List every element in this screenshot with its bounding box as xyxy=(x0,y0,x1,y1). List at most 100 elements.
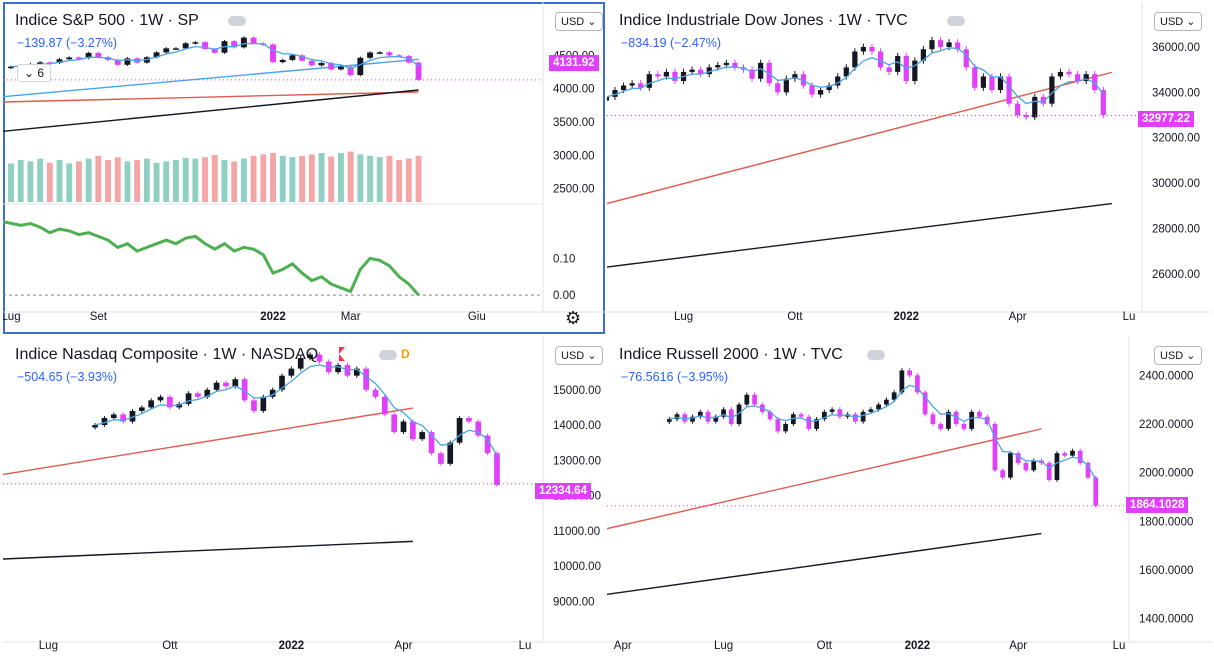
x-tick-label: Lug xyxy=(39,640,58,652)
candle-body xyxy=(953,411,959,425)
moving-average-line xyxy=(3,91,419,103)
candle-body xyxy=(809,85,815,95)
candle-body xyxy=(980,76,986,88)
x-tick-label: Lu xyxy=(1123,311,1136,323)
indicators-collapse-button[interactable]: ⌄ 6 xyxy=(17,64,52,82)
russell-interval: 1W xyxy=(772,346,797,363)
candle-body xyxy=(410,421,416,440)
dowjones-change: −834.19 (−2.47%) xyxy=(621,36,722,50)
candle-body xyxy=(353,368,360,376)
candle-body xyxy=(213,382,220,390)
chart-panel-nasdaq[interactable]: 15000.0014000.0013000.0012000.0011000.00… xyxy=(3,336,605,664)
nasdaq-toggle-icon[interactable] xyxy=(379,350,397,360)
candle-body xyxy=(612,90,618,97)
candle-body xyxy=(989,76,995,91)
candle-body xyxy=(1100,90,1106,116)
candle-body xyxy=(202,42,209,49)
dowjones-chart-svg: 36000.00 34000.00 32000.00 30000.00 28000.00… xyxy=(607,2,1212,323)
y-tick-label: 2500.00 xyxy=(553,184,595,196)
candle-body xyxy=(241,379,248,401)
volume-bar xyxy=(231,161,238,202)
volume-bar xyxy=(405,158,412,202)
candle-body xyxy=(66,57,73,60)
x-tick-label: Lug xyxy=(674,311,693,323)
volume-bar xyxy=(75,161,82,202)
candle-body xyxy=(307,354,313,359)
russell-currency-select[interactable]: USD ⌄ xyxy=(1154,346,1202,365)
x-tick-label: 2022 xyxy=(905,640,931,652)
dowjones-currency-select[interactable]: USD ⌄ xyxy=(1154,12,1202,31)
chart-panel-dowjones[interactable]: 36000.00 34000.00 32000.00 30000.00 28000.00… xyxy=(607,2,1212,334)
candle-body xyxy=(101,417,108,426)
candle-body xyxy=(706,67,712,75)
sp500-currency-select[interactable]: USD ⌄ xyxy=(555,12,603,31)
volume-bar xyxy=(66,163,73,202)
dowjones-currency-label: USD xyxy=(1160,16,1184,28)
russell-chart-svg: 2400.0000 2200.0000 2000.0000 1800.0000 1600… xyxy=(607,336,1212,652)
moving-average-line xyxy=(607,71,1113,205)
candle-body xyxy=(391,414,398,433)
y-tick-label: 1800.0000 xyxy=(1139,516,1193,528)
volume-bar xyxy=(318,153,325,202)
moving-average-line xyxy=(607,428,1042,530)
candle-body xyxy=(148,400,155,408)
nasdaq-currency-label: USD xyxy=(561,350,585,362)
volume-bar xyxy=(105,160,111,202)
candle-body xyxy=(758,62,764,79)
y-tick-label: 14000.00 xyxy=(553,420,601,432)
candle-body xyxy=(1015,103,1021,116)
candle-body xyxy=(732,62,738,68)
candle-body xyxy=(232,379,239,387)
flag-icon[interactable] xyxy=(339,347,345,361)
volume-bar xyxy=(114,157,121,202)
candle-body xyxy=(672,71,678,81)
sp500-last-price: 4131.92 xyxy=(549,55,599,71)
russell-last-price: 1864.1028 xyxy=(1126,497,1189,513)
candle-body xyxy=(674,414,680,420)
candle-body xyxy=(1093,477,1099,506)
candle-body xyxy=(713,416,719,422)
candle-body xyxy=(192,42,199,44)
candle-body xyxy=(920,49,927,61)
chevron-down-icon: ⌄ xyxy=(24,66,35,80)
candle-body xyxy=(868,409,874,412)
sp500-toggle-icon[interactable] xyxy=(228,16,246,26)
candle-body xyxy=(977,411,982,417)
candle-body xyxy=(447,442,454,464)
nasdaq-badge: D xyxy=(401,347,410,361)
candle-body xyxy=(946,42,952,47)
chart-panel-sp500[interactable]: 4500.004000.003500.003000.002500.00LugSe… xyxy=(3,2,605,334)
candle-body xyxy=(494,453,500,485)
y-tick-label: 11000.00 xyxy=(553,526,600,538)
candle-body xyxy=(120,414,126,422)
candle-body xyxy=(279,59,286,63)
candle-body xyxy=(749,69,755,79)
y-tick-label: 32000.00 xyxy=(1152,133,1200,145)
volume-bar xyxy=(143,158,150,202)
gear-icon[interactable]: ⚙ xyxy=(565,308,582,328)
candle-body xyxy=(367,52,373,58)
volume-bar xyxy=(240,158,247,202)
candle-body xyxy=(231,41,238,48)
candle-body xyxy=(876,404,881,410)
candle-body xyxy=(1049,76,1055,104)
volume-bar xyxy=(134,160,141,202)
candle-body xyxy=(792,74,798,79)
y-tick-label: 1600.0000 xyxy=(1139,565,1193,577)
candle-body xyxy=(886,67,892,72)
candle-body xyxy=(223,382,229,387)
volume-bar xyxy=(27,161,34,202)
nasdaq-last-price: 12334.64 xyxy=(535,483,591,499)
candle-body xyxy=(400,421,407,433)
nasdaq-currency-select[interactable]: USD ⌄ xyxy=(555,346,603,365)
dowjones-toggle-icon[interactable] xyxy=(947,16,965,26)
candle-body xyxy=(92,425,98,428)
candle-body xyxy=(912,60,918,81)
candle-body xyxy=(938,424,944,429)
candle-body xyxy=(1032,96,1038,118)
candle-body xyxy=(946,411,951,429)
x-tick-label: Apr xyxy=(1009,311,1027,323)
chart-panel-russell[interactable]: 2400.0000 2200.0000 2000.0000 1800.0000 1600… xyxy=(607,336,1212,664)
x-tick-label: Ott xyxy=(817,640,833,652)
russell-toggle-icon[interactable] xyxy=(867,350,885,360)
